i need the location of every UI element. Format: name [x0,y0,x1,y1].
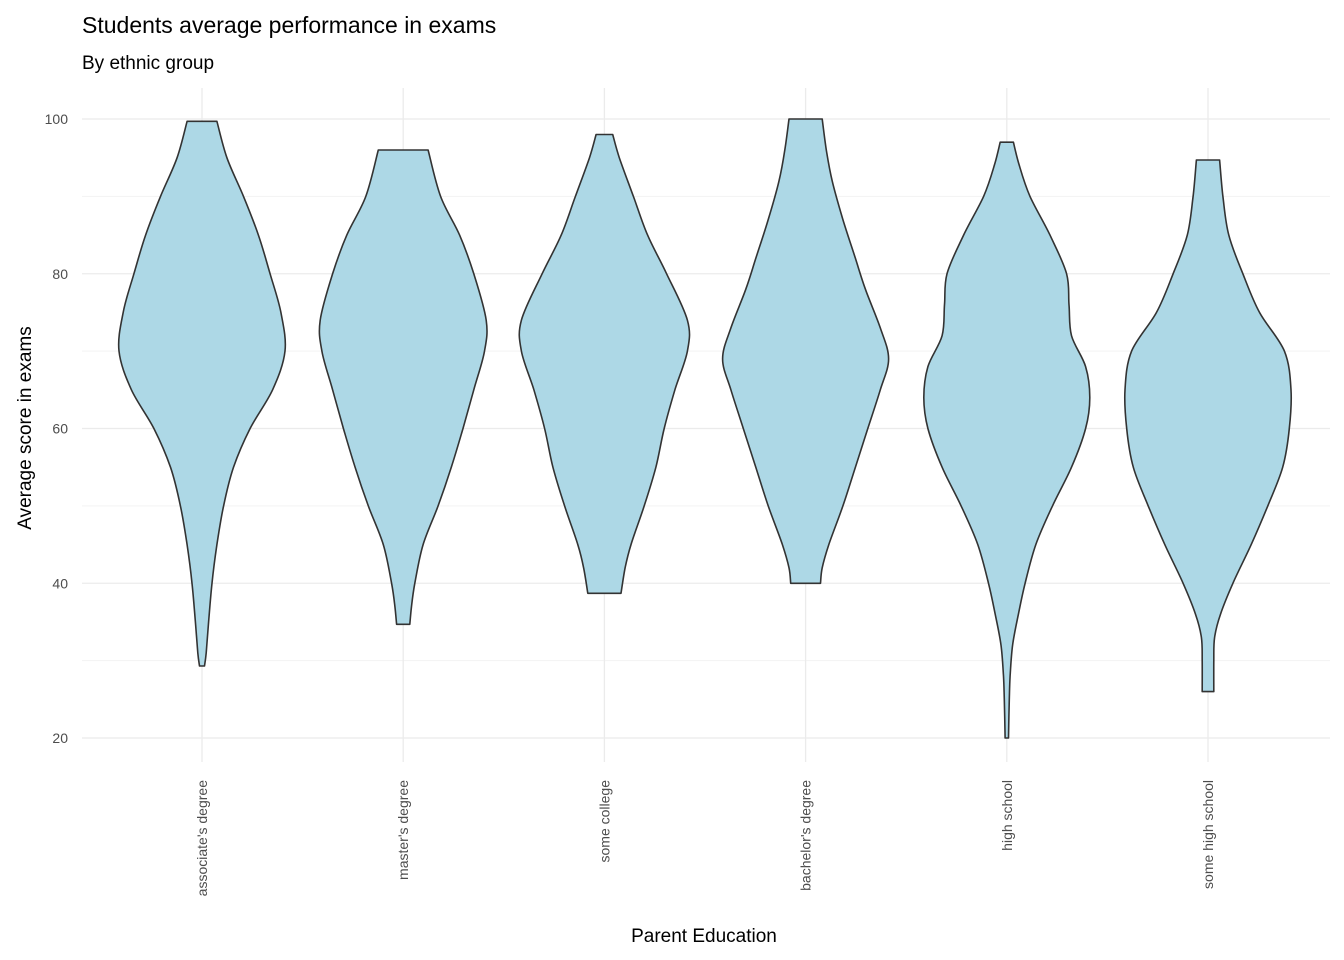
violins [117,118,1293,739]
y-tick-label: 80 [52,266,68,282]
x-tick-label: some high school [1200,780,1216,889]
y-tick-label: 60 [52,421,68,437]
x-axis-ticks: associate's degree master's degree some co… [194,780,1216,897]
violin-high-school [923,141,1091,739]
x-tick-label: bachelor's degree [798,780,814,891]
y-tick-label: 40 [52,575,68,591]
y-axis-title: Average score in exams [15,326,36,529]
violin-bachelor-s-degree [721,118,890,585]
x-tick-label: master's degree [395,780,411,880]
x-tick-label: some college [596,780,612,863]
x-tick-label: high school [999,780,1015,851]
chart-title: Students average performance in exams [82,12,497,38]
violin-some-high-school [1123,159,1293,693]
y-axis-ticks: 20 40 60 80 100 [45,111,69,746]
chart-subtitle: By ethnic group [82,53,215,74]
violin-some-college [518,133,691,595]
violin-associate-s-degree [117,120,287,667]
x-tick-label: associate's degree [194,780,210,897]
violin-master-s-degree [318,149,488,626]
y-tick-label: 100 [45,111,69,127]
y-tick-label: 20 [52,730,68,746]
x-axis-title: Parent Education [631,926,777,947]
